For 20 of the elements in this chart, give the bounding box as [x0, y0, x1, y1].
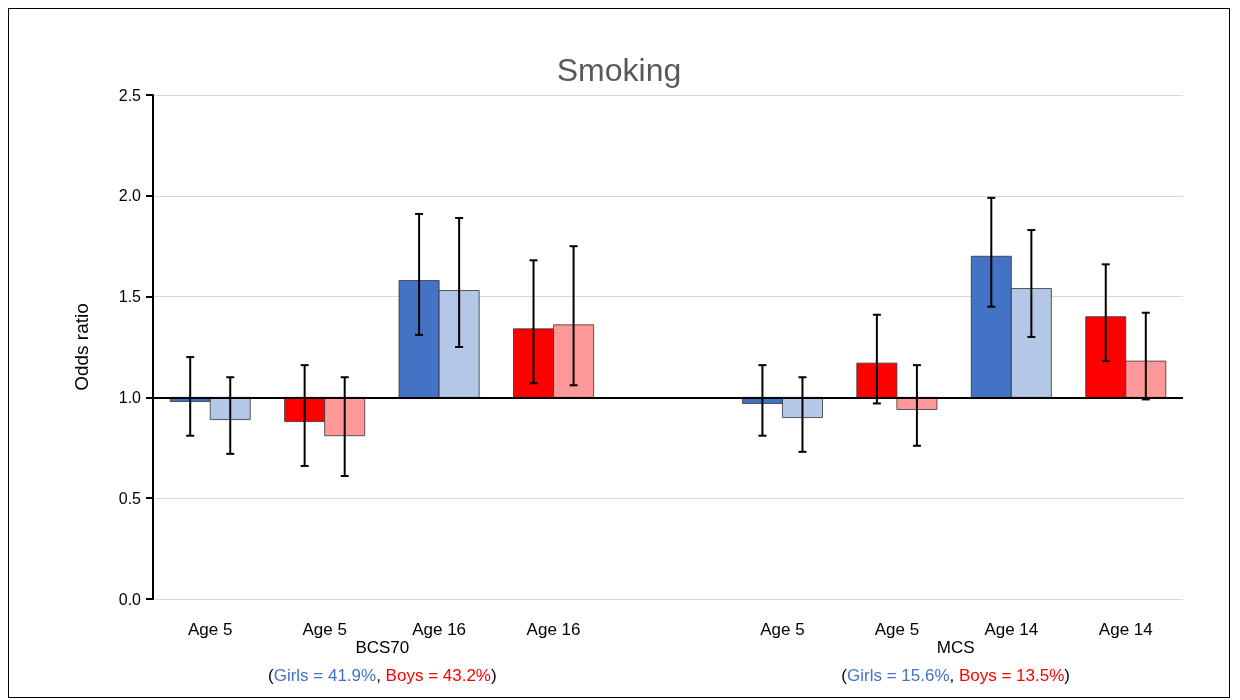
text: MCS	[936, 637, 975, 657]
x-tick-label: Age 5	[188, 620, 233, 639]
x-tick-label: Age 14	[1098, 620, 1153, 639]
y-tick-label: 1.0	[118, 388, 142, 406]
y-tick-label: 1.5	[118, 288, 142, 306]
y-tick-label: 2.5	[118, 86, 142, 104]
y-tick-label: 2.0	[118, 187, 142, 205]
y-axis-title: Odds ratio	[71, 303, 92, 391]
x-tick-label: Age 16	[526, 620, 581, 639]
chart-title: Smoking	[556, 52, 682, 88]
text: (Girls = 41.9%, Boys = 43.2%)	[268, 665, 497, 685]
y-tick-label: 0.5	[118, 489, 142, 507]
y-tick-label: 0.0	[118, 590, 142, 608]
x-tick-label: Age 16	[412, 620, 467, 639]
x-tick-label: Age 14	[984, 620, 1039, 639]
x-tick-label: Age 5	[760, 620, 805, 639]
x-tick-label: Age 5	[302, 620, 347, 639]
text: (Girls = 15.6%, Boys = 13.5%)	[841, 665, 1070, 685]
text: BCS70	[355, 637, 410, 657]
x-tick-label: Age 5	[874, 620, 920, 639]
